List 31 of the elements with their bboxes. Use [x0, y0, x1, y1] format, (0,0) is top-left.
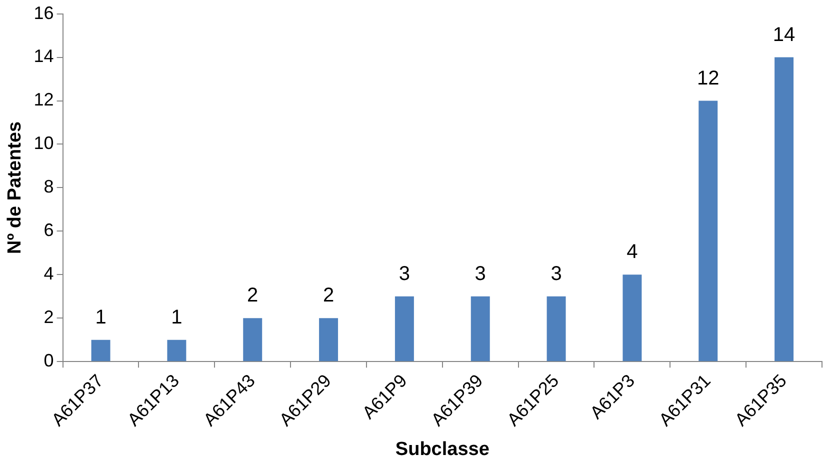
bar [319, 318, 338, 362]
data-label: 4 [626, 241, 638, 264]
y-tick-label: 0 [44, 350, 54, 371]
data-label: 12 [697, 67, 720, 90]
data-label: 2 [247, 284, 258, 307]
bar [470, 296, 490, 362]
y-tick-label: 4 [44, 264, 54, 284]
x-axis-title: Subclasse [395, 438, 490, 460]
data-label: 14 [772, 24, 796, 46]
y-tick-label: 16 [34, 2, 54, 23]
y-tick-label: 12 [34, 90, 54, 110]
bar [394, 296, 414, 362]
bar [91, 340, 110, 362]
bar [698, 100, 718, 362]
y-tick-label: 6 [44, 220, 54, 240]
y-tick-label: 8 [44, 176, 54, 197]
y-tick-label: 14 [34, 46, 54, 66]
bar [167, 340, 186, 362]
data-label: 3 [474, 262, 486, 285]
data-label: 2 [322, 284, 334, 307]
bar [622, 274, 642, 362]
bar [774, 57, 794, 362]
y-axis-title: Nº de Patentes [4, 121, 26, 254]
y-tick-label: 2 [44, 307, 54, 328]
data-label: 1 [171, 306, 182, 328]
data-label: 1 [95, 306, 106, 328]
bar [243, 318, 262, 362]
data-label: 3 [550, 262, 562, 285]
data-label: 3 [398, 262, 410, 285]
y-tick-label: 10 [34, 133, 54, 154]
bar [546, 296, 566, 362]
